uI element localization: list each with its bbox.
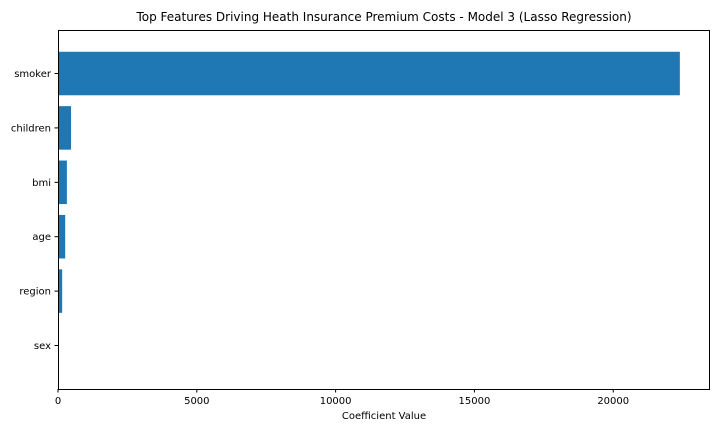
x-tick-label: 20000 [597, 396, 629, 407]
y-tick-label-age: age [32, 232, 51, 243]
chart-title: Top Features Driving Heath Insurance Pre… [135, 10, 631, 24]
bar-age [58, 214, 66, 259]
y-tick-label-children: children [11, 123, 51, 134]
y-tick-label-smoker: smoker [14, 69, 52, 80]
x-axis-ticks: 0 5000 10000 15000 20000 [55, 389, 629, 407]
x-tick-label: 15000 [459, 396, 491, 407]
y-tick-label-sex: sex [34, 341, 51, 352]
bar-children [58, 106, 72, 150]
bar-bmi [58, 160, 67, 205]
bars-group [58, 51, 680, 313]
y-axis-ticks: smoker children bmi age region sex [11, 69, 58, 352]
bar-smoker [58, 51, 680, 96]
x-tick-label: 10000 [320, 396, 352, 407]
bar-region [58, 269, 63, 313]
y-tick-label-bmi: bmi [32, 178, 51, 189]
x-tick-label: 5000 [184, 396, 209, 407]
y-tick-label-region: region [19, 287, 51, 298]
x-axis-label: Coefficient Value [342, 411, 426, 422]
plot-frame [58, 30, 710, 390]
x-tick-label: 0 [55, 396, 61, 407]
